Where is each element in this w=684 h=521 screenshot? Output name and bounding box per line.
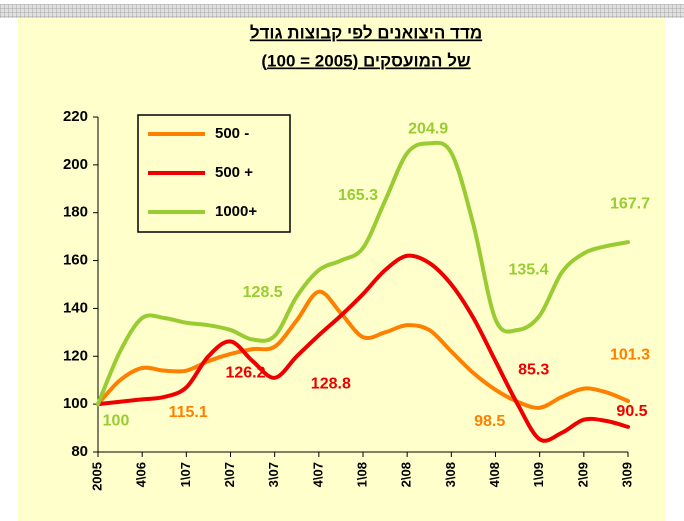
data-label: 204.9 <box>408 120 448 137</box>
data-label: 128.5 <box>243 284 283 301</box>
data-label: 101.3 <box>610 346 650 363</box>
data-label: 85.3 <box>518 362 549 379</box>
legend-label: 500 - <box>215 125 249 142</box>
data-label: 128.8 <box>311 375 351 392</box>
y-tick-label: 100 <box>63 395 88 412</box>
x-tick-label: 3\07 <box>266 462 281 487</box>
x-tick-label: 1\09 <box>531 462 546 487</box>
x-tick-label: 4\08 <box>487 462 502 487</box>
chart-background <box>18 18 666 521</box>
y-tick-label: 220 <box>63 108 88 125</box>
y-tick-label: 160 <box>63 252 88 269</box>
line <box>96 140 630 407</box>
data-label: 165.3 <box>338 187 378 204</box>
line <box>96 289 630 410</box>
data-label: 90.5 <box>616 403 647 420</box>
x-tick-label: 3\09 <box>619 462 634 487</box>
data-label: 126.2 <box>225 365 265 382</box>
x-tick-label: 4\07 <box>310 462 325 487</box>
top-strip <box>0 4 684 18</box>
data-label: 98.5 <box>474 413 505 430</box>
legend-label: 1000+ <box>215 203 257 220</box>
y-tick-label: 120 <box>63 347 88 364</box>
data-label: 115.1 <box>169 404 208 421</box>
y-tick-label: 180 <box>63 204 88 221</box>
y-tick-label: 80 <box>71 443 88 460</box>
data-label: 100 <box>103 412 130 429</box>
y-tick-label: 140 <box>63 299 88 316</box>
x-tick-label: 3\08 <box>443 462 458 487</box>
x-tick-label: 1\08 <box>354 462 369 487</box>
x-tick-label: 4\06 <box>134 462 149 487</box>
x-tick-label: 2\07 <box>222 462 237 487</box>
chart-title: מדד היצואנים לפי קבוצות גודל <box>250 23 482 42</box>
x-tick-label: 2005 <box>89 462 104 491</box>
data-label: 167.7 <box>610 195 650 212</box>
legend-label: 500 + <box>215 164 253 181</box>
chart-title: של המועסקים (2005 = 100) <box>261 51 471 70</box>
x-tick-label: 1\07 <box>178 462 193 487</box>
y-tick-label: 200 <box>63 156 88 173</box>
x-tick-label: 2\09 <box>575 462 590 487</box>
data-label: 135.4 <box>508 262 548 279</box>
x-tick-label: 2\08 <box>399 462 414 487</box>
line <box>96 253 630 443</box>
